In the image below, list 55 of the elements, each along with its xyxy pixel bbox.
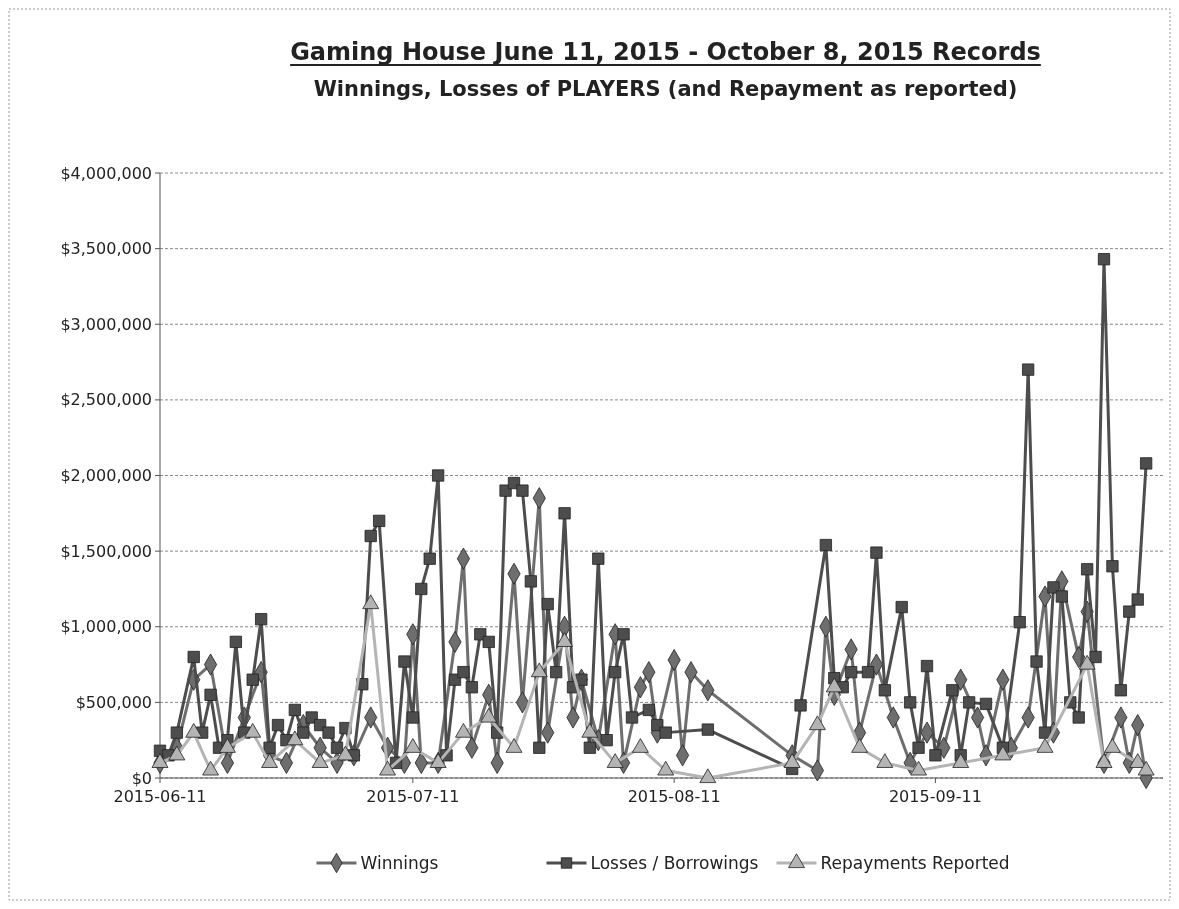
point bbox=[202, 760, 219, 776]
point bbox=[530, 662, 548, 678]
point bbox=[1078, 654, 1096, 670]
point bbox=[876, 753, 894, 768]
point bbox=[379, 760, 396, 776]
y-tick-label: $1,000,000 bbox=[60, 617, 152, 637]
x-tick-label: 2015-09-11 bbox=[888, 787, 982, 806]
point bbox=[337, 745, 354, 761]
point bbox=[606, 753, 624, 768]
point bbox=[952, 753, 970, 768]
point bbox=[783, 753, 801, 768]
y-tick-label: $4,000,000 bbox=[60, 163, 152, 183]
point bbox=[311, 753, 329, 768]
point bbox=[851, 738, 868, 753]
point bbox=[168, 745, 186, 761]
y-tick-label: $3,500,000 bbox=[60, 239, 152, 259]
point bbox=[1095, 753, 1113, 768]
point bbox=[1036, 738, 1054, 753]
point bbox=[151, 753, 169, 768]
point bbox=[286, 730, 304, 746]
point bbox=[261, 753, 278, 768]
x-tick-label: 2015-06-11 bbox=[113, 787, 207, 806]
legend-label: Repayments Reported bbox=[820, 852, 1010, 873]
point bbox=[404, 738, 422, 753]
point bbox=[657, 760, 675, 776]
point bbox=[1104, 738, 1121, 753]
x-tick-label: 2015-07-11 bbox=[366, 787, 460, 806]
point bbox=[556, 632, 573, 647]
point bbox=[455, 723, 472, 738]
point bbox=[185, 723, 203, 738]
point bbox=[825, 677, 843, 693]
point bbox=[809, 715, 826, 731]
chart-title: Gaming House June 11, 2015 - October 8, 2015 Records bbox=[290, 38, 1041, 66]
y-tick-label: $2,000,000 bbox=[60, 466, 152, 486]
point bbox=[480, 707, 498, 723]
y-tick-label: $500,000 bbox=[75, 692, 152, 712]
legend-label: Losses / Borrowings bbox=[590, 852, 759, 873]
legend-label: Winnings bbox=[360, 852, 439, 873]
point bbox=[994, 745, 1012, 761]
x-tick-label: 2015-08-11 bbox=[627, 787, 721, 806]
y-tick-label: $2,500,000 bbox=[60, 390, 152, 410]
point bbox=[1137, 760, 1155, 776]
point bbox=[219, 738, 236, 753]
y-tick-label: $1,500,000 bbox=[60, 541, 152, 561]
point bbox=[362, 594, 380, 610]
point bbox=[581, 723, 599, 738]
point bbox=[910, 760, 927, 776]
y-tick-label: $3,000,000 bbox=[60, 314, 152, 334]
point bbox=[429, 753, 447, 768]
chart-subtitle: Winnings, Losses of PLAYERS (and Repayment as reported) bbox=[313, 77, 1018, 101]
point bbox=[699, 768, 717, 783]
point bbox=[505, 738, 523, 753]
point bbox=[632, 738, 649, 753]
y-tick-label: $0 bbox=[131, 768, 152, 788]
point bbox=[244, 723, 262, 738]
